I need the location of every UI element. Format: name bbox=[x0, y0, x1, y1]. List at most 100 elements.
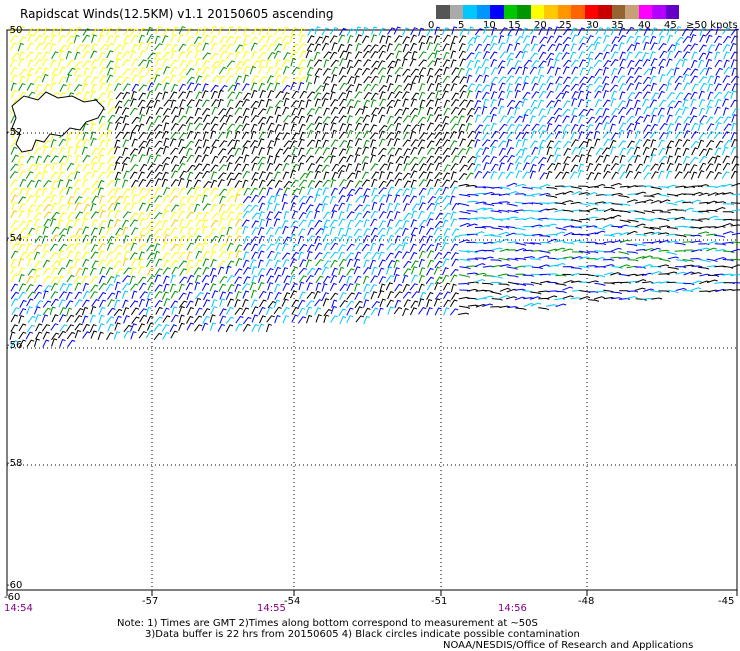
wind-barb bbox=[300, 260, 307, 267]
wind-barb bbox=[316, 204, 323, 211]
wind-barb bbox=[570, 52, 576, 59]
wind-barb bbox=[715, 52, 720, 60]
wind-barb bbox=[347, 276, 352, 284]
wind-barb bbox=[451, 60, 457, 68]
wind-barb bbox=[299, 68, 305, 76]
wind-barb bbox=[372, 267, 378, 275]
wind-barb bbox=[27, 156, 34, 163]
wind-barb bbox=[123, 276, 131, 282]
wind-barb bbox=[244, 93, 251, 100]
wind-barb bbox=[19, 221, 27, 227]
wind-barb bbox=[331, 148, 337, 156]
wind-barb bbox=[331, 243, 338, 250]
wind-barb bbox=[612, 69, 618, 77]
wind-barb bbox=[251, 205, 259, 211]
wind-barb bbox=[307, 83, 312, 91]
wind-barb bbox=[434, 228, 441, 235]
wind-barb bbox=[427, 245, 434, 252]
wind-barb bbox=[250, 67, 256, 75]
wind-barb bbox=[507, 91, 513, 99]
wind-barb bbox=[131, 308, 139, 315]
wind-barb bbox=[499, 202, 510, 203]
wind-barb bbox=[147, 180, 154, 187]
wind-barb bbox=[507, 117, 514, 124]
wind-barb bbox=[355, 92, 363, 99]
wind-barb bbox=[388, 220, 394, 228]
wind-barb bbox=[11, 68, 17, 75]
wind-barb bbox=[619, 258, 630, 259]
wind-barb bbox=[156, 148, 164, 155]
wind-barb bbox=[403, 44, 409, 52]
wind-barb bbox=[35, 236, 43, 242]
wind-barb bbox=[12, 91, 18, 98]
wind-barb bbox=[554, 60, 559, 68]
wind-barb bbox=[379, 188, 387, 194]
wind-barb bbox=[196, 251, 202, 258]
wind-barb bbox=[636, 83, 642, 90]
wind-barb bbox=[315, 131, 320, 139]
wind-barb bbox=[27, 220, 33, 228]
wind-barb bbox=[410, 109, 418, 116]
wind-barb bbox=[28, 60, 34, 68]
wind-barb bbox=[164, 284, 170, 292]
wind-barb bbox=[92, 188, 100, 195]
wind-barb bbox=[211, 131, 216, 139]
wind-barb bbox=[619, 130, 624, 138]
wind-barb bbox=[355, 284, 360, 292]
wind-barb bbox=[59, 205, 66, 212]
wind-barb bbox=[171, 315, 178, 322]
wind-barb bbox=[212, 300, 218, 308]
wind-barb bbox=[155, 301, 163, 308]
wind-barb bbox=[67, 333, 75, 340]
wind-barb bbox=[220, 76, 226, 84]
wind-barb bbox=[644, 28, 650, 35]
wind-barb bbox=[44, 43, 51, 50]
wind-barb bbox=[555, 275, 566, 276]
wind-barb bbox=[403, 173, 411, 179]
wind-barb bbox=[130, 301, 138, 307]
wind-barb bbox=[690, 116, 697, 123]
wind-barb bbox=[91, 67, 97, 75]
wind-barb bbox=[75, 236, 83, 243]
wind-barb bbox=[435, 76, 441, 84]
wind-barb bbox=[594, 77, 602, 84]
wind-barb bbox=[579, 115, 585, 122]
wind-barb bbox=[507, 132, 514, 139]
wind-barb bbox=[403, 28, 409, 35]
wind-barb bbox=[338, 245, 345, 252]
wind-barb bbox=[540, 173, 547, 180]
wind-barb bbox=[67, 276, 75, 283]
wind-barb bbox=[459, 124, 465, 131]
wind-barb bbox=[186, 61, 193, 68]
wind-barb bbox=[387, 244, 395, 250]
wind-barb bbox=[58, 276, 64, 284]
wind-barb bbox=[651, 115, 656, 123]
wind-barb bbox=[11, 275, 17, 282]
wind-barb bbox=[467, 61, 474, 68]
wind-barb bbox=[443, 156, 450, 163]
wind-barb bbox=[282, 244, 288, 251]
wind-barb bbox=[420, 268, 426, 276]
wind-barb bbox=[691, 108, 697, 115]
wind-barb bbox=[346, 91, 352, 99]
wind-barb bbox=[11, 36, 19, 43]
wind-barb bbox=[267, 36, 273, 44]
wind-barb bbox=[100, 140, 106, 147]
wind-barb bbox=[530, 116, 536, 124]
wind-barb bbox=[587, 164, 593, 172]
wind-barb bbox=[427, 204, 435, 211]
wind-barb bbox=[196, 308, 203, 315]
wind-barb bbox=[124, 171, 130, 178]
wind-barb bbox=[435, 180, 441, 188]
wind-barb bbox=[234, 173, 241, 180]
wind-barb bbox=[411, 228, 418, 235]
wind-barb bbox=[67, 187, 73, 195]
wind-barb bbox=[379, 155, 386, 162]
wind-barb bbox=[715, 84, 722, 91]
wind-barb bbox=[83, 316, 89, 324]
wind-barb bbox=[467, 75, 472, 83]
lon-label: -51 bbox=[431, 596, 447, 607]
wind-barb bbox=[252, 325, 259, 332]
wind-barb bbox=[507, 275, 518, 277]
wind-barb bbox=[98, 149, 105, 156]
